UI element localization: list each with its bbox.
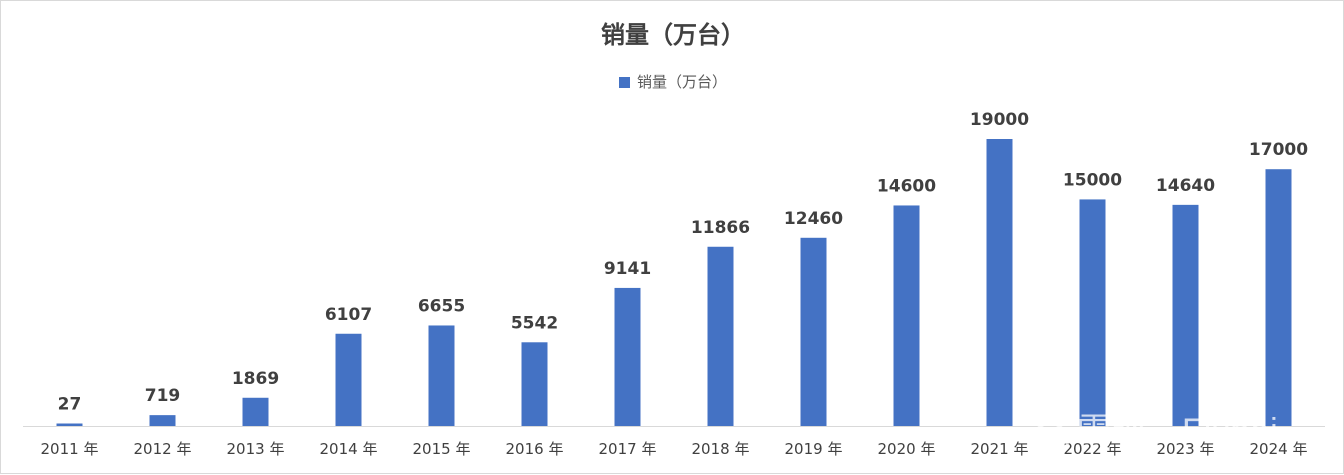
x-tick-label: 2012 年 xyxy=(134,440,192,458)
snowball-logo-icon: ✕ xyxy=(1031,422,1069,460)
data-label: 14600 xyxy=(877,176,936,196)
data-label: 6107 xyxy=(325,305,372,325)
legend: 销量（万台） xyxy=(1,71,1344,92)
bar xyxy=(149,415,176,426)
data-label: 719 xyxy=(145,386,181,406)
watermark: ✕ 雪球：Flypai xyxy=(1031,403,1279,460)
x-tick-label: 2014 年 xyxy=(320,440,378,458)
data-label: 17000 xyxy=(1249,140,1308,160)
x-tick-label: 2018 年 xyxy=(692,440,750,458)
bar xyxy=(800,237,827,426)
watermark-text: 雪球：Flypai xyxy=(1077,412,1279,450)
x-tick-label: 2024 年 xyxy=(1250,440,1308,458)
legend-label: 销量（万台） xyxy=(636,73,727,91)
bar xyxy=(56,423,83,426)
bar xyxy=(707,246,734,426)
bar xyxy=(1079,199,1106,426)
x-tick-label: 2013 年 xyxy=(227,440,285,458)
bar xyxy=(335,333,362,426)
chart-title: 销量（万台） xyxy=(601,21,745,49)
bar xyxy=(242,397,269,426)
legend-swatch xyxy=(618,77,630,88)
data-label: 5542 xyxy=(511,313,558,333)
x-tick-label: 2017 年 xyxy=(599,440,657,458)
data-label: 6655 xyxy=(418,296,465,316)
data-label: 19000 xyxy=(970,110,1029,130)
x-tick-label: 2021 年 xyxy=(971,440,1029,458)
x-tick-label: 2022 年 xyxy=(1064,440,1122,458)
bar xyxy=(986,139,1013,426)
data-label: 11866 xyxy=(691,218,750,238)
bar xyxy=(1172,204,1199,426)
data-label: 15000 xyxy=(1063,170,1122,190)
x-tick-label: 2016 年 xyxy=(506,440,564,458)
data-label: 27 xyxy=(58,395,82,415)
x-tick-label: 2023 年 xyxy=(1157,440,1215,458)
x-tick-label: 2019 年 xyxy=(785,440,843,458)
x-tick-label: 2011 年 xyxy=(41,440,99,458)
x-tick-label: 2015 年 xyxy=(413,440,471,458)
bar xyxy=(614,287,641,426)
data-label: 1869 xyxy=(232,369,279,389)
bar xyxy=(893,205,920,426)
bar xyxy=(1265,169,1292,427)
data-label: 12460 xyxy=(784,209,843,229)
data-label: 14640 xyxy=(1156,176,1215,196)
x-tick-label: 2020 年 xyxy=(878,440,936,458)
data-label: 9141 xyxy=(604,259,651,279)
bar xyxy=(428,325,455,426)
bar xyxy=(521,342,548,426)
